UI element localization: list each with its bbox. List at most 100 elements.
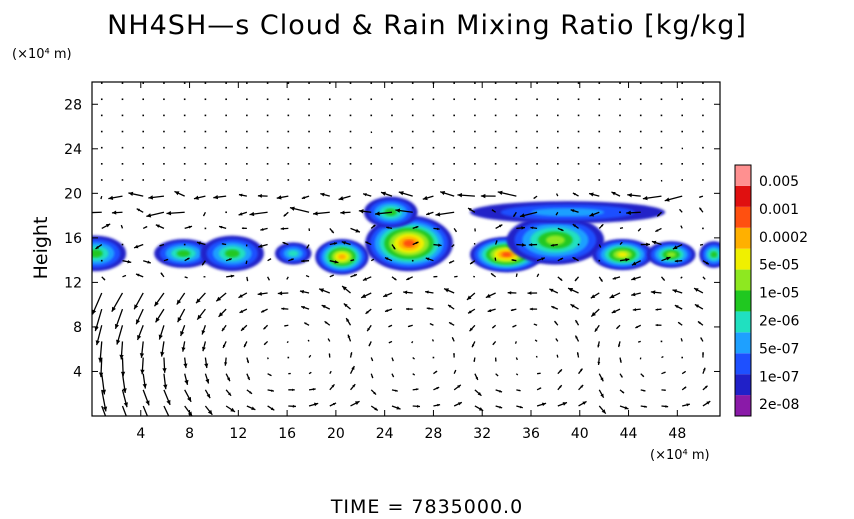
wind-vector-head — [219, 225, 223, 229]
wind-vector-head — [160, 272, 163, 275]
wind-vector-head — [432, 339, 434, 341]
wind-vector-head — [699, 196, 701, 198]
wind-vector-head — [283, 213, 287, 217]
wind-vector-head — [612, 276, 617, 280]
wind-vector-head — [183, 363, 188, 369]
wind-vector — [328, 82, 331, 84]
wind-vector-head — [518, 389, 521, 392]
wind-vector-head — [301, 259, 305, 263]
wind-vector-head — [473, 359, 476, 362]
wind-vector-head — [519, 405, 523, 409]
wind-vector-head — [448, 304, 452, 308]
wind-vector — [474, 82, 476, 84]
wind-vector-head — [550, 243, 554, 247]
wind-vector-head — [346, 318, 350, 322]
wind-vector-head — [309, 355, 311, 357]
wind-vector-head — [269, 374, 272, 376]
wind-vector-head — [270, 407, 275, 411]
wind-vector-head — [184, 379, 189, 385]
wind-vector — [121, 163, 124, 165]
wind-vector-head — [559, 278, 563, 281]
colorbar-frame — [734, 164, 752, 417]
wind-vector-head — [264, 342, 267, 345]
wind-vector-head — [371, 359, 373, 361]
wind-vector — [349, 98, 352, 101]
wind-vector-head — [249, 391, 253, 394]
cloud-contour — [666, 251, 676, 258]
wind-vector-head — [632, 308, 637, 312]
wind-vector-head — [95, 340, 100, 346]
wind-vector-head — [625, 258, 630, 262]
wind-vector-head — [95, 245, 99, 249]
wind-vector-head — [452, 337, 454, 340]
wind-vector — [121, 146, 124, 149]
wind-vector — [266, 114, 269, 117]
colorbar-swatch — [735, 269, 751, 291]
wind-vector-head — [408, 325, 411, 328]
wind-vector — [121, 114, 124, 117]
wind-vector-head — [365, 310, 369, 314]
wind-vector-head — [655, 308, 659, 311]
wind-vector — [142, 405, 149, 416]
wind-vector — [308, 114, 310, 117]
wind-vector — [287, 114, 290, 117]
wind-vector-head — [398, 191, 404, 196]
wind-vector-head — [241, 227, 244, 230]
wind-vector-head — [291, 258, 294, 261]
wind-vector-head — [666, 256, 671, 261]
wind-vector-head — [203, 214, 206, 217]
wind-vector — [577, 82, 580, 84]
wind-vector-head — [203, 276, 205, 278]
wind-vector — [308, 179, 310, 181]
wind-vector — [619, 130, 621, 133]
wind-vector-head — [600, 393, 604, 398]
wind-vector-head — [643, 389, 646, 392]
wind-vector — [163, 405, 170, 416]
wind-vector-head — [292, 388, 295, 392]
wind-vector-head — [122, 388, 127, 393]
wind-vector — [515, 82, 518, 84]
wind-vector-head — [686, 403, 690, 407]
wind-vector-head — [551, 306, 555, 309]
wind-vector-head — [98, 357, 103, 363]
wind-vector — [619, 179, 621, 181]
wind-vector — [308, 82, 310, 84]
wind-vector-head — [650, 290, 656, 295]
wind-vector-head — [373, 391, 377, 395]
wind-vector-head — [511, 259, 514, 262]
wind-vector-head — [148, 195, 154, 200]
wind-vector-head — [351, 366, 355, 370]
wind-vector-head — [396, 406, 401, 410]
wind-vector-head — [631, 261, 637, 266]
wind-vector-head — [444, 288, 450, 293]
wind-vector-head — [102, 406, 108, 412]
wind-vector-head — [284, 324, 287, 327]
wind-vector-head — [249, 211, 255, 217]
wind-vector-head — [701, 352, 705, 355]
wind-vector — [411, 146, 414, 149]
cloud-contour — [501, 252, 512, 257]
wind-vector-head — [528, 243, 533, 247]
colorbar-swatch — [735, 185, 751, 207]
wind-vector-head — [205, 378, 210, 384]
wind-vector-head — [498, 224, 503, 228]
wind-vector — [639, 146, 642, 149]
wind-vector — [287, 98, 290, 101]
wind-vector — [453, 146, 455, 149]
chart-title: NH4SH—s Cloud & Rain Mixing Ratio [kg/kg… — [107, 10, 747, 41]
wind-vector-head — [530, 226, 534, 230]
wind-vector-head — [485, 293, 491, 298]
y-tick-label: 28 — [64, 97, 82, 113]
wind-vector-head — [655, 323, 659, 327]
wind-vector — [100, 98, 103, 101]
wind-vector-head — [142, 383, 147, 389]
wind-vector-head — [320, 192, 325, 197]
wind-vector-head — [477, 392, 482, 396]
wind-vector-head — [301, 306, 305, 310]
wind-vector — [391, 130, 393, 133]
wind-vector-head — [196, 241, 201, 245]
wind-vector-head — [216, 296, 222, 302]
wind-vector-head — [704, 385, 708, 389]
wind-vector-head — [386, 226, 389, 229]
wind-vector-head — [635, 325, 639, 328]
